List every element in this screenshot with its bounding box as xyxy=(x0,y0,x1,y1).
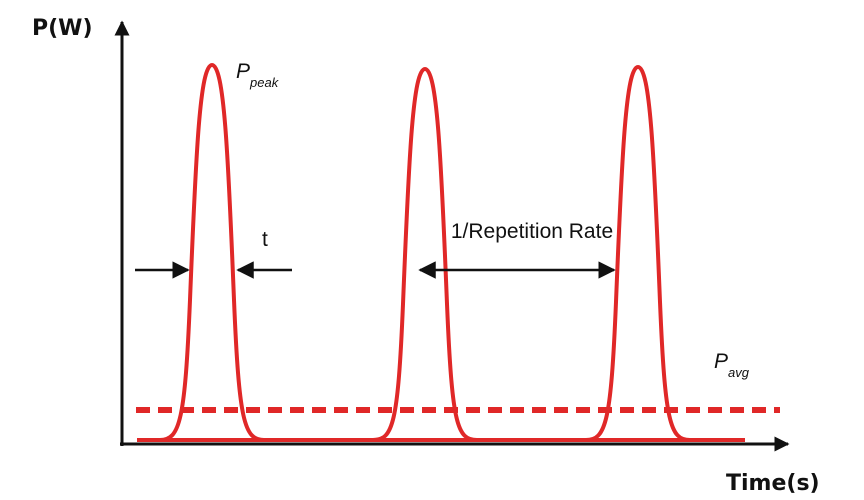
pulse xyxy=(372,66,478,442)
pulse xyxy=(159,62,265,442)
pulse-train xyxy=(137,62,745,442)
period-label: 1/Repetition Rate xyxy=(451,220,613,243)
width-label: t xyxy=(262,228,268,251)
avg-subscript: avg xyxy=(728,365,750,380)
peak-symbol: P xyxy=(236,60,250,83)
peak-label: Ppeak xyxy=(236,60,280,90)
y-axis-label: P(W) xyxy=(32,16,93,41)
avg-symbol: P xyxy=(714,350,728,373)
avg-label: Pavg xyxy=(714,350,750,380)
pulse xyxy=(585,64,691,442)
peak-subscript: peak xyxy=(249,75,280,90)
x-axis-label: Time(s) xyxy=(726,471,820,496)
